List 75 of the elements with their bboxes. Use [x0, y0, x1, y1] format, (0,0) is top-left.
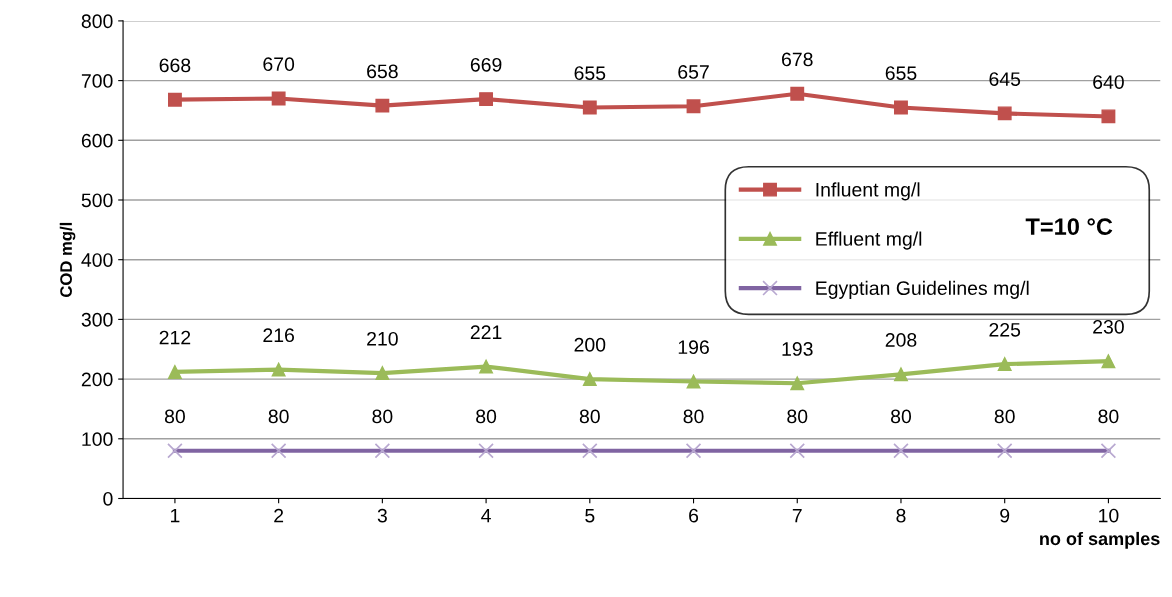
x-tick-label: 8: [896, 508, 906, 523]
point: [582, 100, 597, 115]
y-tick-label: 400: [81, 253, 113, 267]
point: [167, 364, 182, 379]
y-tick-label: 200: [81, 372, 113, 387]
point: [1101, 109, 1116, 124]
y-tick-label: 700: [81, 74, 113, 88]
x-tick-label: 7: [792, 508, 802, 523]
x-tick-label: 4: [481, 508, 491, 523]
data-label: 216: [263, 328, 295, 343]
data-label: 230: [1093, 319, 1124, 334]
x-tick-label: 5: [585, 508, 595, 523]
data-label: 645: [989, 72, 1021, 86]
point: [894, 367, 908, 382]
y-tick-label: 0: [103, 491, 113, 506]
data-label: 668: [159, 58, 191, 73]
data-label: 657: [678, 65, 709, 79]
y-axis-title: COD mg/l: [59, 222, 76, 297]
data-label: 80: [372, 409, 393, 424]
data-label: 678: [782, 52, 813, 67]
annotation: T=10 °C: [1025, 218, 1113, 235]
point: [582, 372, 597, 387]
point: [686, 374, 701, 389]
data-label: 80: [164, 409, 185, 424]
point: [997, 357, 1012, 372]
y-tick-label: 300: [81, 312, 113, 327]
x-tick-label: 3: [377, 508, 387, 523]
point: [479, 359, 494, 374]
data-label: 80: [891, 409, 912, 424]
data-label: 196: [678, 340, 709, 355]
data-label: 658: [367, 64, 398, 79]
point: [375, 98, 390, 113]
point: [375, 366, 390, 381]
point: [167, 92, 182, 107]
x-tick-label: 10: [1099, 508, 1119, 523]
y-tick-label: 600: [81, 133, 113, 148]
data-label: 212: [159, 330, 191, 345]
data-label: 80: [787, 409, 808, 424]
data-label: 210: [367, 331, 398, 346]
point: [479, 92, 494, 107]
point: [271, 91, 286, 106]
point: [686, 99, 701, 114]
x-tick-label: 1: [171, 508, 180, 523]
data-label: 80: [476, 409, 497, 424]
y-tick-label: 100: [82, 432, 113, 447]
y-tick-label: 500: [81, 193, 113, 208]
data-label: 670: [263, 57, 295, 72]
point: [790, 86, 805, 101]
data-label: 221: [470, 325, 502, 339]
point: [271, 362, 286, 377]
point: [790, 376, 805, 391]
x-tick-label: 2: [274, 508, 284, 523]
point: [1101, 354, 1116, 369]
legend-label: Egyptian Guidelines mg/l: [816, 280, 1029, 299]
x-tick-label: 9: [1000, 508, 1010, 523]
data-label: 80: [994, 409, 1015, 424]
data-label: 669: [470, 57, 502, 72]
data-label: 80: [1098, 409, 1119, 424]
y-tick-label: 800: [81, 14, 113, 29]
data-label: 208: [885, 333, 917, 347]
data-label: 80: [683, 409, 704, 424]
data-label: 80: [579, 409, 600, 424]
data-label: 193: [782, 342, 813, 356]
point: [997, 106, 1012, 121]
x-axis-title: no of samples: [1040, 531, 1160, 549]
data-label: 225: [989, 322, 1021, 337]
legend-label: Influent mg/l: [816, 182, 920, 201]
data-label: 200: [574, 337, 606, 352]
point: [894, 100, 908, 115]
legend-label: Effluent mg/l: [816, 231, 922, 250]
x-tick-label: 6: [689, 508, 699, 523]
data-label: 655: [574, 66, 606, 81]
data-label: 655: [885, 66, 917, 81]
data-label: 80: [268, 409, 289, 424]
data-label: 640: [1093, 75, 1124, 89]
